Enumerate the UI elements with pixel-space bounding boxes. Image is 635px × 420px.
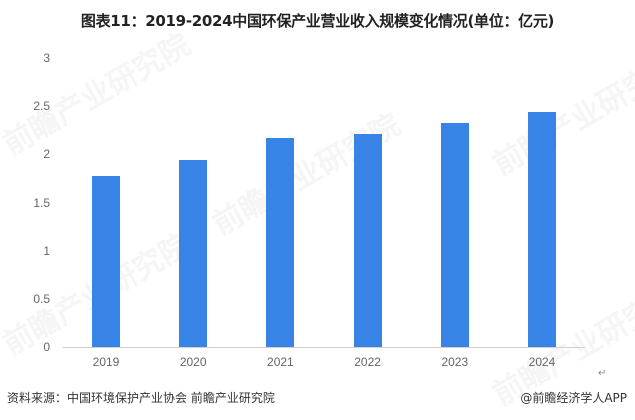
y-tick-label: 1 [43,243,50,258]
source-note: 资料来源：中国环境保护产业协会 前瞻产业研究院 [7,391,275,405]
y-tick-label: 2 [43,147,50,162]
y-tick-label: 2.5 [33,99,50,114]
x-tick-label: 2024 [528,355,556,369]
x-axis-line [62,347,585,348]
return-mark: ↵ [598,368,607,379]
watermark: 前瞻产业研究院 [487,47,635,183]
bar-2024 [528,111,556,347]
bar-2021 [266,137,295,347]
x-tick-label: 2023 [441,355,469,369]
bar-2020 [179,160,208,347]
x-tick-label: 2020 [179,355,207,369]
y-tick-label: 1.5 [33,195,50,210]
bar-2019 [92,175,120,347]
bar-2023 [440,122,469,347]
y-tick-label: 0.5 [33,291,50,306]
watermark: 前瞻产业研究院 [0,27,197,163]
y-tick-label: 0 [43,340,50,354]
x-tick-label: 2021 [267,355,294,369]
chart-title: 图表11：2019-2024中国环保产业营业收入规模变化情况(单位：亿元) [80,12,555,30]
y-tick-label: 3 [43,51,50,65]
x-tick-label: 2022 [354,355,381,369]
bar-2022 [353,134,382,347]
x-tick-label: 2019 [92,355,120,369]
credit-note: @前瞻经济学人APP [520,391,627,405]
